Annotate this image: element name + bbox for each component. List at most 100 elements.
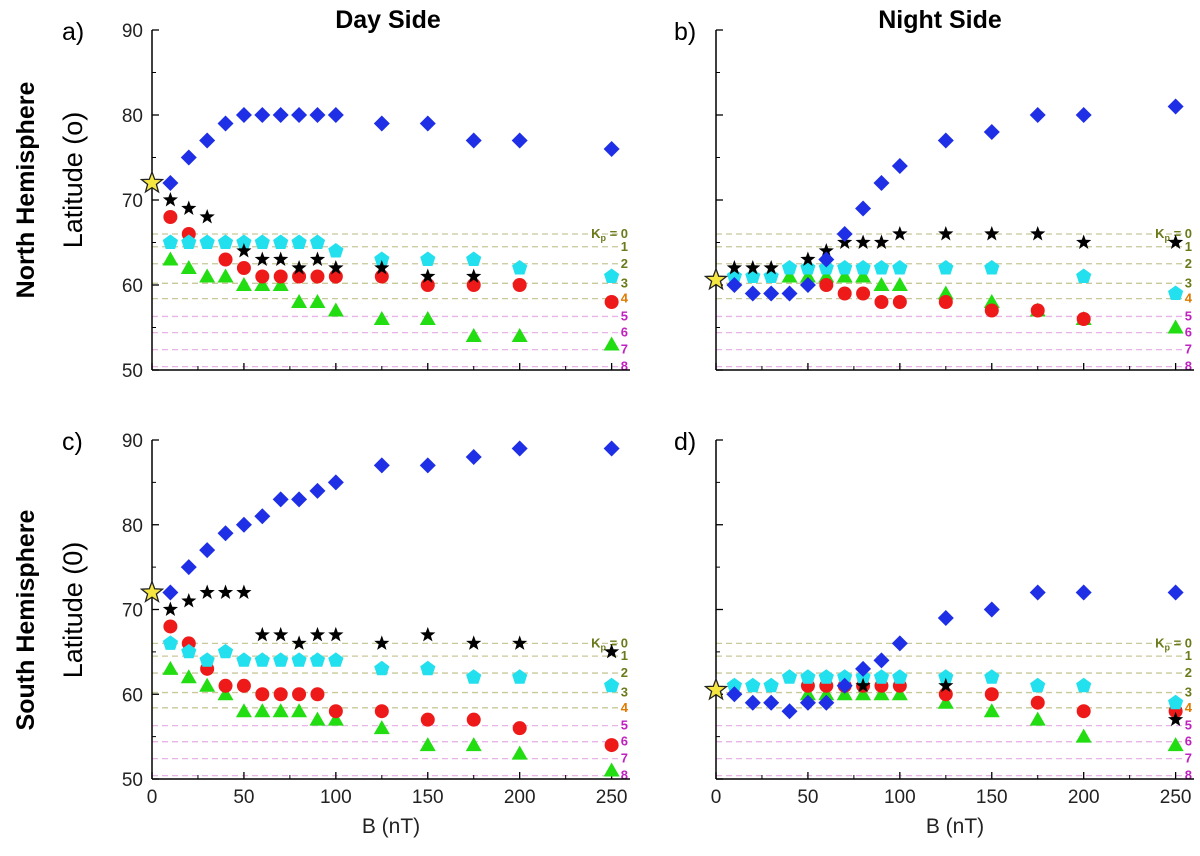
star-point [420,626,436,642]
star-point [984,226,1000,241]
star-point [938,226,954,241]
triangle-point [217,268,234,283]
circle-point [420,712,435,727]
pentagon-point [781,260,798,275]
y-tick-label: 50 [122,770,143,791]
circle-point [466,278,481,292]
triangle-point [511,745,528,760]
star-point [420,268,436,283]
diamond-point [419,115,436,132]
star-point [328,260,344,275]
pentagon-point [374,251,390,266]
circle-point [892,295,907,309]
star-point [818,243,834,258]
diamond-point [855,200,872,217]
x-tick-label: 150 [412,787,444,808]
pentagon-point [217,234,234,249]
kp-label: 6 [1185,325,1192,340]
kp-label: 8 [621,768,628,783]
pentagon-point [984,669,1000,684]
pentagon-point [984,260,1000,275]
diamond-point [162,175,179,191]
x-tick-label: 100 [320,787,352,808]
diamond-point [818,694,835,711]
triangle-point [983,294,1000,308]
circle-point [819,278,834,292]
kp-label: 2 [1185,256,1192,271]
pentagon-point [181,643,197,659]
diamond-point [799,694,816,711]
diamond-point [309,107,326,123]
star-point [309,251,326,266]
pentagon-point [1030,677,1046,693]
pentagon-point [1076,268,1092,283]
triangle-point [235,277,252,291]
diamond-point [180,559,197,576]
star-point [873,234,890,249]
kp-label: 7 [1185,342,1192,357]
circle-point [218,252,233,267]
diamond-point [937,609,954,626]
x-tick-label: 250 [596,787,628,808]
diamond-point [1075,107,1092,123]
pentagon-point [512,669,528,684]
reference-star-point [703,677,729,701]
star-point [254,626,270,642]
pentagon-point [217,643,234,659]
diamond-point [217,115,234,132]
pentagon-point [199,652,215,667]
star-point [291,260,307,275]
pentagon-point [818,669,834,684]
pentagon-point [837,260,853,275]
diamond-point [254,107,271,123]
pentagon-point [254,234,270,249]
triangle-point [235,703,252,718]
diamond-point [419,457,436,474]
kp-label: 7 [621,342,628,357]
diamond-point [217,525,234,542]
triangle-point [180,260,197,274]
reference-star-point [139,579,165,603]
row-label-north: North Hemisphere [12,82,40,299]
star-point [199,209,215,224]
circle-point [310,687,325,702]
star-point [181,593,197,608]
triangle-point [891,686,908,701]
diamond-point [603,141,620,157]
circle-point [604,738,619,753]
pentagon-point [309,652,326,667]
star-point [374,635,390,650]
pentagon-point [181,234,197,249]
triangle-point [254,277,271,291]
star-point [181,200,197,215]
kp-label: 1 [1185,648,1192,663]
pentagon-point [892,669,908,684]
kp-label: 5 [621,308,628,323]
star-point [604,643,620,659]
y-axis-label-north: Latitude (o) [58,112,88,249]
triangle-point [465,737,482,752]
kp-label: 3 [1185,685,1192,700]
diamond-point [744,694,761,711]
pentagon-point [855,260,871,275]
pentagon-point [1076,677,1092,693]
circle-point [328,704,343,719]
circle-point [1076,704,1091,719]
pentagon-point [781,669,798,684]
diamond-point [373,115,390,132]
triangle-point [937,285,954,300]
triangle-point [309,294,326,308]
pentagon-point [291,652,307,667]
diamond-point [1167,584,1184,601]
pentagon-point [604,268,620,283]
triangle-point [217,686,234,701]
diamond-point [873,175,890,191]
circle-point [1030,303,1045,318]
circle-point [328,269,343,284]
diamond-point [726,686,743,703]
diamond-point [162,584,179,601]
y-tick-label: 80 [122,106,143,127]
pentagon-point [873,669,890,684]
x-tick-label: 100 [884,787,916,808]
